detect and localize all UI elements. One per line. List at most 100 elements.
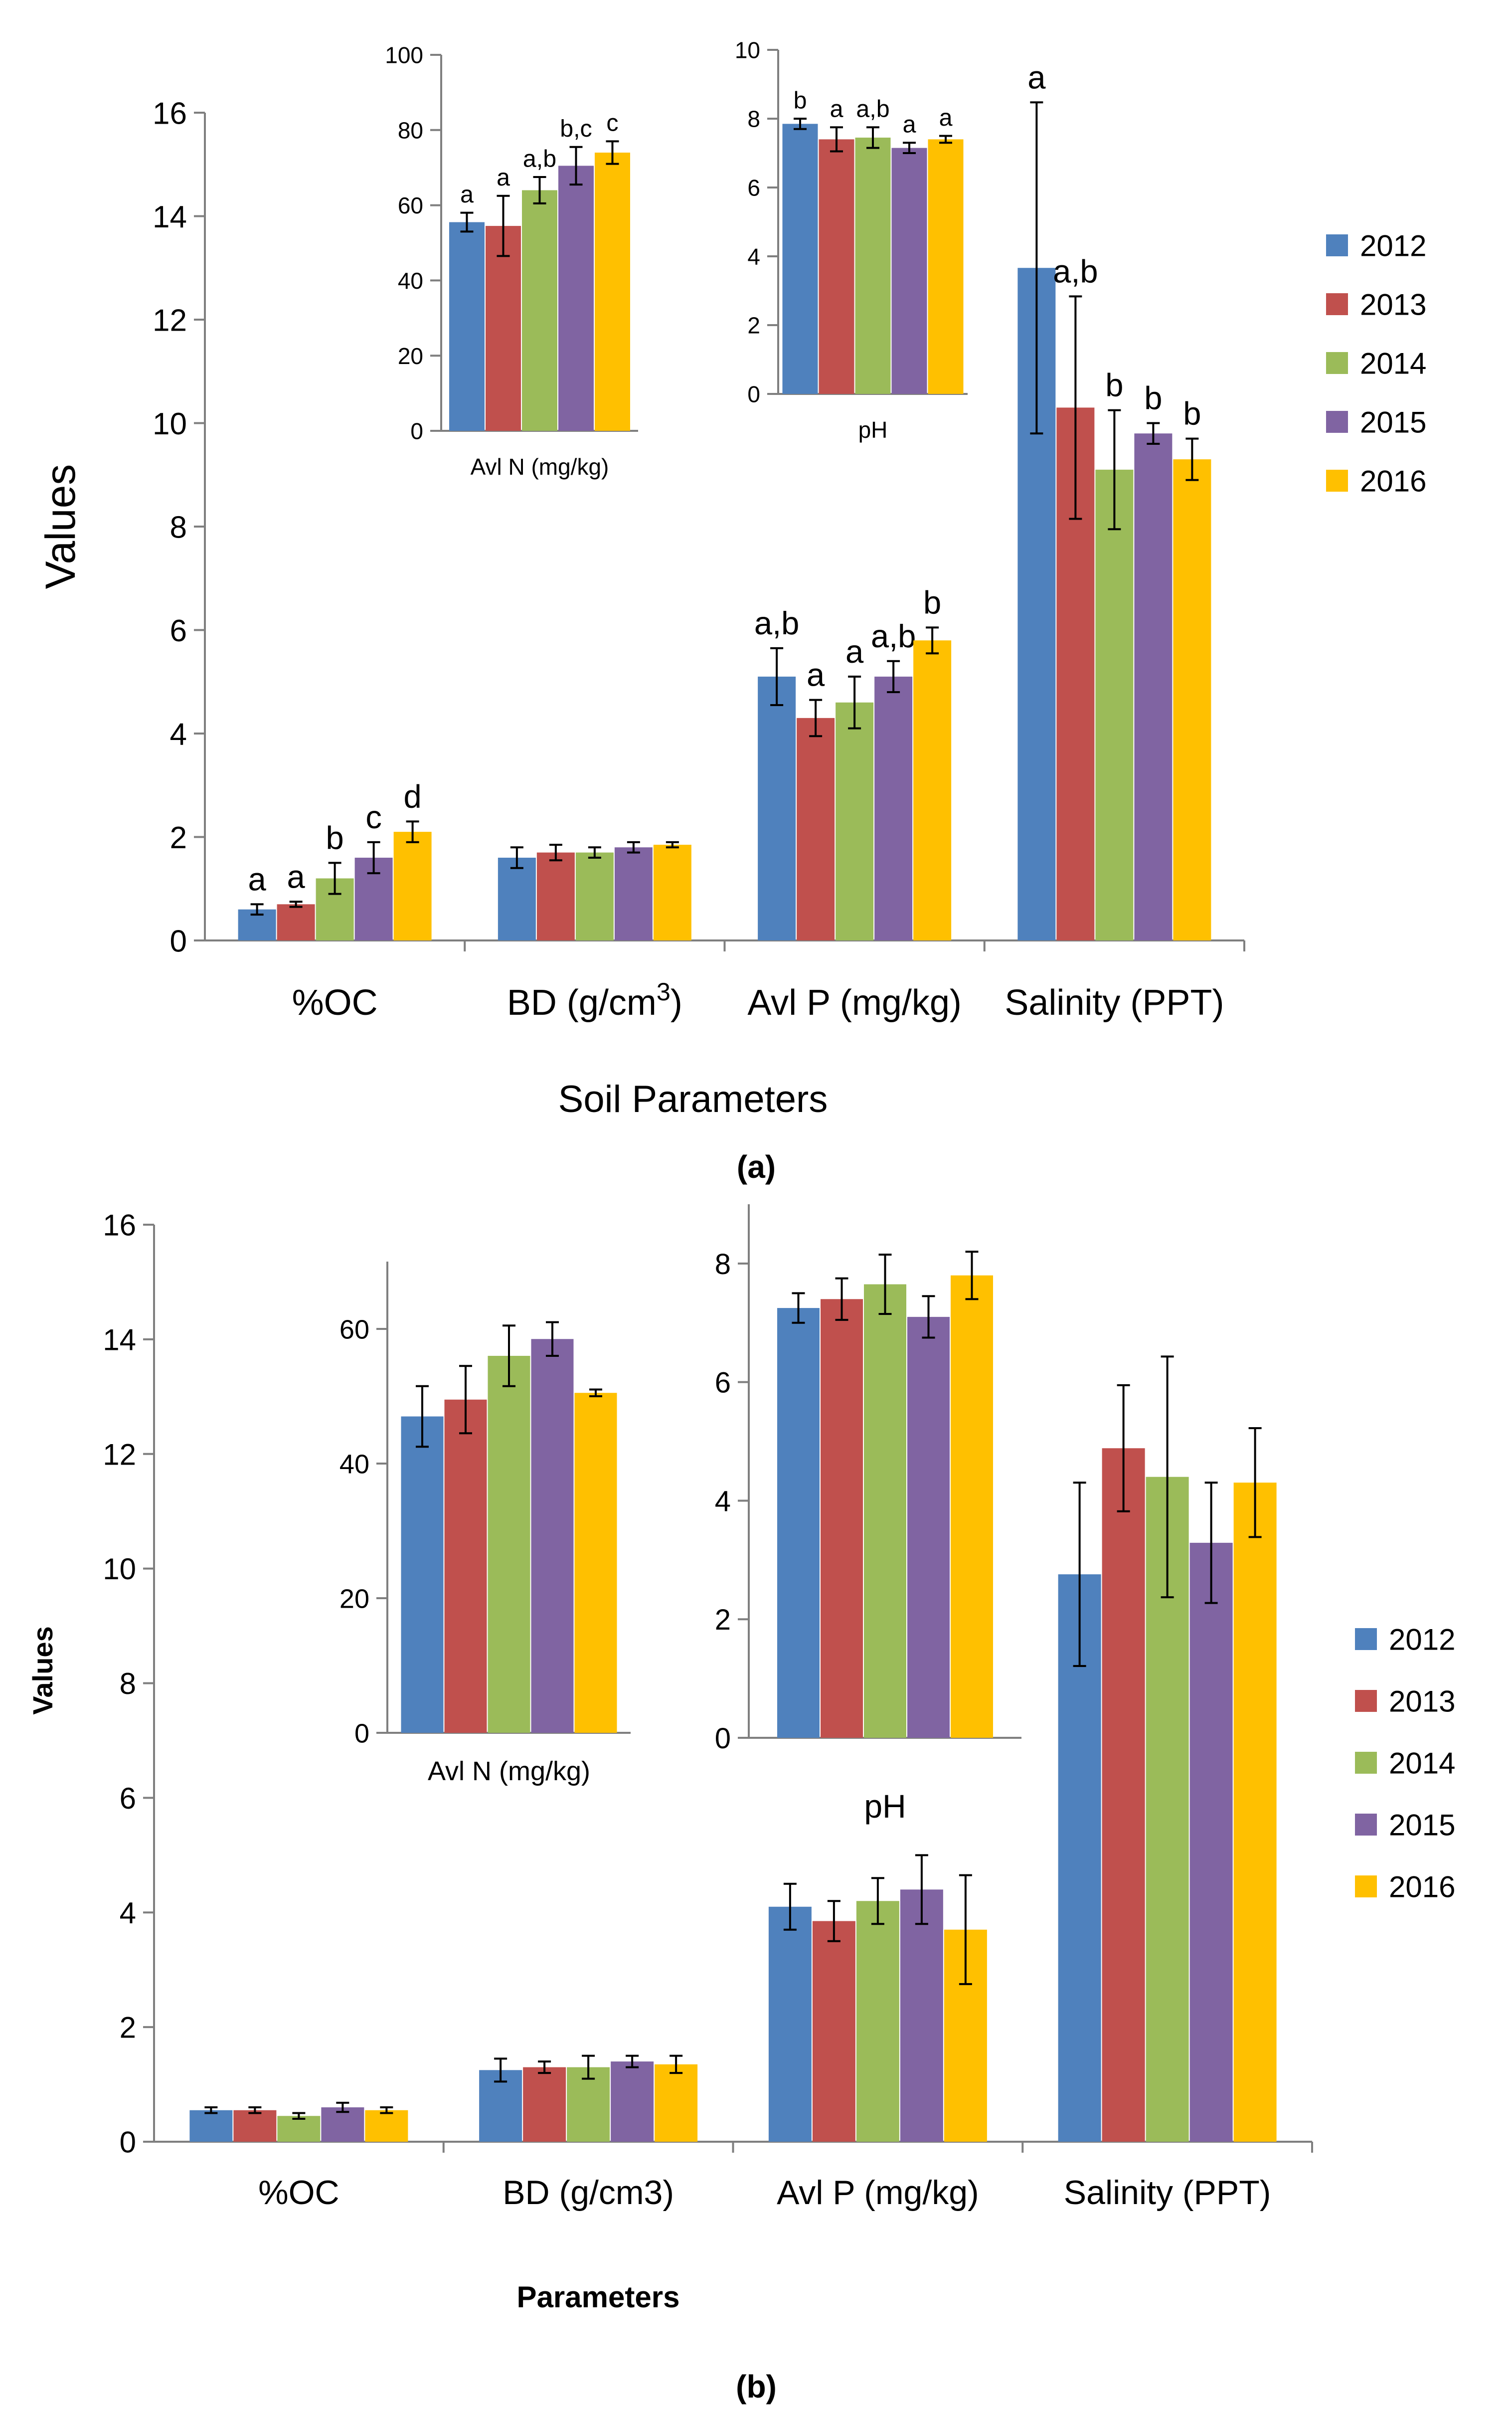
b-main-bar-2015 xyxy=(611,2061,654,2142)
a-main-bar-2012 xyxy=(758,676,796,940)
a-main-category-label: Salinity (PPT) xyxy=(1005,983,1224,1023)
b-inset-ph-bar-2015 xyxy=(907,1316,950,1738)
a-main-sig-letter: b xyxy=(1144,380,1162,416)
a-inset-ph-sig-letter: a xyxy=(830,96,843,123)
a-main-bar-2016 xyxy=(393,832,432,940)
a-inset-n-y-tick-label: 60 xyxy=(398,192,423,218)
b-main-legend-swatch-2016 xyxy=(1355,1875,1377,1897)
a-inset-n-y-tick-label: 0 xyxy=(410,418,423,444)
b-inset-n-y-tick-label: 60 xyxy=(339,1314,369,1344)
a-main-sig-letter: c xyxy=(365,799,382,835)
b-main-bar-2014 xyxy=(856,1901,899,2142)
b-inset-ph-y-tick-label: 6 xyxy=(715,1367,731,1399)
a-main-bar-2014 xyxy=(836,702,874,940)
b-main-y-tick-label: 12 xyxy=(103,1438,136,1471)
a-main-sig-letter: b xyxy=(1183,395,1201,432)
a-main-bar-2015 xyxy=(874,676,913,940)
a-inset-ph-category-label: pH xyxy=(858,417,888,443)
b-inset-ph-category-label: pH xyxy=(864,1788,906,1825)
a-inset-n-sig-letter: b,c xyxy=(560,115,592,142)
a-main-bar-2014 xyxy=(1095,469,1134,940)
a-main-bar-2016 xyxy=(913,640,952,940)
a-main-legend-swatch-2015 xyxy=(1326,411,1348,433)
caption-b: (b) xyxy=(736,2369,777,2405)
a-inset-n-sig-letter: c xyxy=(606,110,618,137)
b-main-category-label: Avl P (mg/kg) xyxy=(777,2174,979,2212)
b-main-y-tick-label: 16 xyxy=(103,1209,136,1242)
a-inset-n-bar-2016 xyxy=(595,153,630,431)
b-main-legend-swatch-2012 xyxy=(1355,1628,1377,1650)
b-inset-n-y-tick-label: 20 xyxy=(339,1584,369,1614)
a-inset-ph-bar-2013 xyxy=(819,139,854,394)
b-main-legend-swatch-2013 xyxy=(1355,1690,1377,1712)
a-main-bar-2016 xyxy=(653,845,691,940)
b-main-y-tick-label: 2 xyxy=(120,2011,136,2044)
a-inset-ph-bar-2014 xyxy=(855,137,891,394)
a-inset-n-y-tick-label: 40 xyxy=(398,268,423,294)
a-inset-n-bar-2013 xyxy=(486,226,521,431)
b-main-category-label: BD (g/cm3) xyxy=(503,2174,674,2212)
b-inset-ph-bar-2012 xyxy=(777,1308,820,1738)
a-main-y-tick-label: 12 xyxy=(153,303,187,338)
a-inset-ph-bar-2016 xyxy=(928,139,964,394)
a-inset-n-y-tick-label: 80 xyxy=(398,117,423,143)
b-main-y-tick-label: 14 xyxy=(103,1323,136,1356)
a-inset-ph-sig-letter: a xyxy=(939,104,953,131)
a-main-legend-label-2015: 2015 xyxy=(1360,406,1426,439)
a-main-bar-2013 xyxy=(797,718,835,940)
b-inset-n-category-label: Avl N (mg/kg) xyxy=(428,1756,590,1786)
b-inset-ph-bar-2016 xyxy=(951,1275,993,1738)
a-main-sig-letter: b xyxy=(1105,367,1123,403)
a-inset-n-y-tick-label: 20 xyxy=(398,343,423,369)
b-inset-n-bar-2013 xyxy=(444,1399,487,1733)
a-main-x-axis-title: Soil Parameters xyxy=(558,1078,828,1120)
a-main-category-label: Avl P (mg/kg) xyxy=(747,983,961,1023)
a-main-y-tick-label: 8 xyxy=(170,510,187,545)
a-main-sig-letter: a xyxy=(845,633,864,670)
a-inset-ph-bar-2015 xyxy=(891,148,927,394)
b-inset-n-bar-2014 xyxy=(488,1356,530,1733)
a-main-bar-2012 xyxy=(498,858,536,940)
b-main-bar-2012 xyxy=(1058,1574,1101,2142)
a-main-y-tick-label: 10 xyxy=(153,407,187,441)
a-main-bar-2016 xyxy=(1173,459,1211,940)
a-main-sig-letter: a xyxy=(1027,59,1046,95)
a-inset-ph-sig-letter: a xyxy=(903,111,916,138)
a-main-sig-letter: a xyxy=(248,861,267,897)
b-inset-ph-y-tick-label: 4 xyxy=(715,1485,731,1517)
a-main-legend-label-2012: 2012 xyxy=(1360,229,1426,263)
a-inset-ph-y-tick-label: 8 xyxy=(747,106,760,132)
a-inset-n-bar-2014 xyxy=(522,190,557,431)
b-inset-n-y-tick-label: 0 xyxy=(354,1718,369,1748)
b-main-bar-2016 xyxy=(365,2110,408,2142)
a-inset-ph-sig-letter: b xyxy=(794,87,807,114)
a-inset-ph-y-tick-label: 0 xyxy=(747,381,760,407)
a-main-sig-letter: a xyxy=(807,657,825,693)
a-main-y-tick-label: 6 xyxy=(170,614,187,648)
b-main-bar-2016 xyxy=(655,2064,698,2142)
b-main-y-tick-label: 6 xyxy=(120,1782,136,1815)
b-inset-ph-bar-2014 xyxy=(864,1284,906,1738)
a-inset-ph-bar-2012 xyxy=(782,124,818,394)
b-inset-ph-y-tick-label: 8 xyxy=(715,1248,731,1281)
a-main-sig-letter: a,b xyxy=(1053,253,1098,289)
a-inset-ph-y-tick-label: 10 xyxy=(735,37,760,63)
b-main-bar-2013 xyxy=(1102,1448,1145,2142)
b-inset-ph-y-tick-label: 2 xyxy=(715,1604,731,1636)
a-main-legend-swatch-2014 xyxy=(1326,352,1348,374)
a-main-y-tick-label: 0 xyxy=(170,924,187,958)
b-inset-n-bar-2012 xyxy=(401,1416,444,1733)
b-main-bar-2012 xyxy=(768,1906,812,2142)
b-inset-n-y-tick-label: 40 xyxy=(339,1449,369,1479)
a-inset-ph-y-tick-label: 4 xyxy=(747,244,760,270)
a-main-bar-2013 xyxy=(277,904,315,940)
a-main-legend-label-2016: 2016 xyxy=(1360,465,1426,498)
a-main-bar-2014 xyxy=(575,852,614,940)
b-inset-n-bar-2015 xyxy=(531,1339,574,1733)
a-inset-n-sig-letter: a xyxy=(497,164,510,191)
b-main-legend-label-2016: 2016 xyxy=(1389,1870,1455,1904)
a-inset-ph-y-tick-label: 2 xyxy=(747,313,760,339)
a-main-sig-letter: a,b xyxy=(871,618,916,654)
b-main-bar-2015 xyxy=(321,2107,364,2142)
b-main-y-tick-label: 8 xyxy=(120,1667,136,1700)
